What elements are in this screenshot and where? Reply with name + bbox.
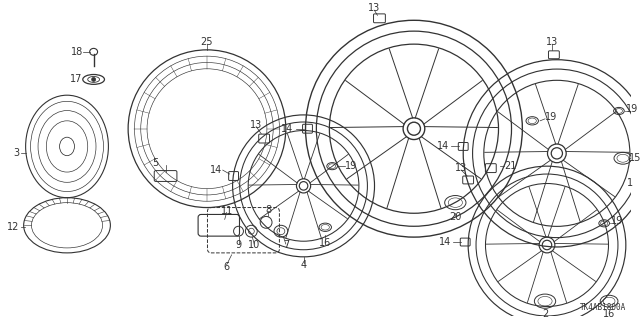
Text: 9: 9 — [236, 240, 241, 250]
Text: 19: 19 — [611, 216, 623, 226]
Text: 11: 11 — [221, 205, 233, 215]
Text: 20: 20 — [449, 212, 461, 222]
Text: 13: 13 — [455, 163, 467, 173]
Text: 25: 25 — [201, 37, 213, 47]
Text: 19: 19 — [345, 161, 357, 171]
Text: 18: 18 — [70, 47, 83, 57]
Text: TK4AB1800A: TK4AB1800A — [580, 303, 626, 312]
Text: 12: 12 — [7, 222, 20, 232]
Text: 21: 21 — [504, 161, 517, 171]
Text: 17: 17 — [70, 75, 83, 84]
Text: 3: 3 — [13, 148, 20, 158]
Text: 6: 6 — [223, 262, 230, 272]
Text: 13: 13 — [546, 37, 558, 47]
Text: 2: 2 — [542, 309, 548, 319]
Circle shape — [92, 77, 95, 81]
Text: 14: 14 — [437, 141, 449, 151]
Text: 8: 8 — [265, 204, 271, 214]
Text: 5: 5 — [152, 158, 159, 168]
Text: 15: 15 — [628, 153, 640, 163]
Text: 7: 7 — [283, 240, 289, 250]
Text: 16: 16 — [603, 309, 615, 319]
Text: 19: 19 — [545, 112, 557, 122]
Text: 13: 13 — [369, 4, 381, 13]
Text: 19: 19 — [626, 104, 638, 114]
Text: 4: 4 — [301, 260, 307, 270]
Text: 16: 16 — [319, 238, 332, 248]
Text: 10: 10 — [248, 240, 260, 250]
Text: 1: 1 — [627, 178, 633, 188]
Text: 14: 14 — [209, 165, 221, 175]
Text: 13: 13 — [250, 120, 262, 130]
Text: 14: 14 — [282, 124, 294, 134]
Text: 14: 14 — [439, 237, 451, 247]
